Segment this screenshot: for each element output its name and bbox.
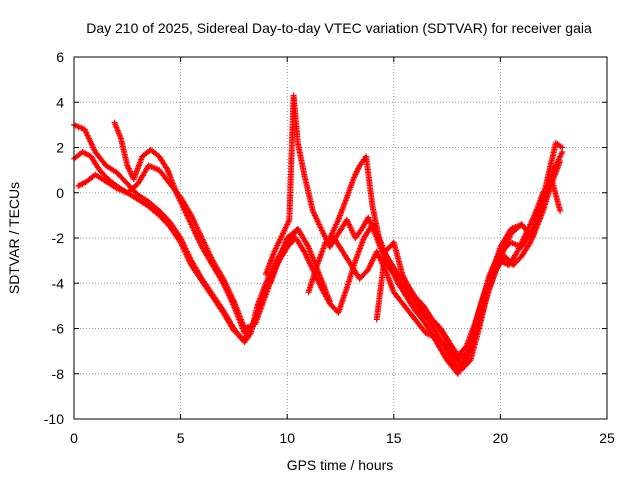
y-tick-label: -4: [52, 275, 65, 291]
series-track-9: [373, 139, 566, 373]
y-tick-label: -10: [44, 411, 64, 427]
x-tick-label: 5: [177, 430, 185, 446]
x-tick-label: 0: [70, 430, 78, 446]
y-tick-label: 6: [56, 49, 64, 65]
y-tick-label: 2: [56, 140, 64, 156]
chart-title: Day 210 of 2025, Sidereal Day-to-day VTE…: [86, 20, 592, 36]
y-tick-label: -2: [52, 230, 65, 246]
data-points: [71, 92, 566, 377]
series-track-4: [111, 119, 248, 337]
y-axis-label: SDTVAR / TECUs: [6, 182, 22, 294]
y-tick-label: -6: [52, 321, 65, 337]
y-tick-label: -8: [52, 366, 65, 382]
x-tick-label: 10: [279, 430, 295, 446]
x-axis-label: GPS time / hours: [287, 457, 394, 473]
data-point: [557, 158, 564, 165]
y-tick-label: 0: [56, 185, 64, 201]
x-tick-label: 25: [599, 430, 615, 446]
data-point: [241, 330, 248, 337]
data-point: [559, 144, 566, 151]
y-tick-label: 4: [56, 94, 64, 110]
plot-frame: [73, 56, 608, 420]
axis-ticks: 0 5 10 15 20 25 -10 -8 -6 -4 -2 0 2 4 6: [44, 49, 615, 446]
x-tick-label: 15: [386, 430, 402, 446]
data-point: [557, 207, 564, 214]
x-tick-label: 20: [493, 430, 509, 446]
